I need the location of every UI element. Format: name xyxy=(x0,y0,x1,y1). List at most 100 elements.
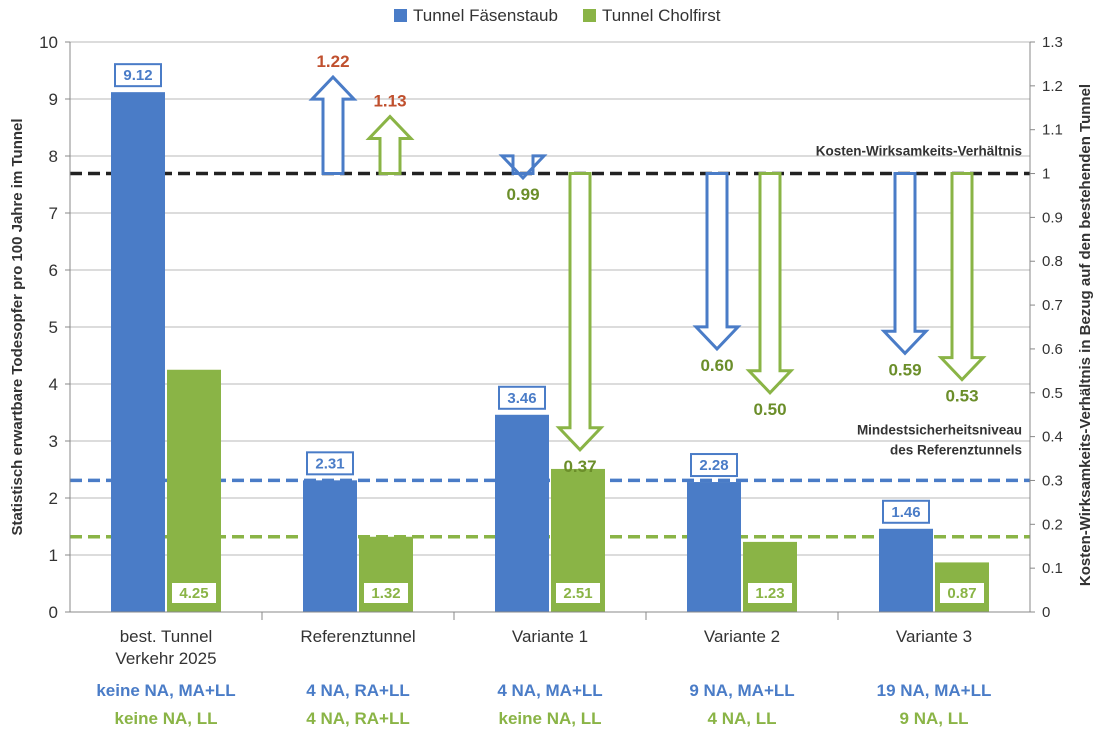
reference-lines xyxy=(70,171,1030,539)
y2-tick-label: 0.8 xyxy=(1042,253,1063,270)
y-tick-label: 2 xyxy=(49,489,58,508)
cost-effectiveness-label: 0.50 xyxy=(753,400,786,419)
data-label-box xyxy=(498,385,546,410)
y-tick-label: 3 xyxy=(49,432,58,451)
cost-effectiveness-arrow xyxy=(937,172,987,382)
cost-effectiveness-label: 1.13 xyxy=(373,92,406,111)
measures-label: 4 NA, RA+LL xyxy=(306,709,409,728)
data-label: 0.87 xyxy=(947,585,976,602)
y2-tick-label: 1 xyxy=(1042,166,1050,183)
cost-effectiveness-label: 1.22 xyxy=(316,52,349,71)
bar-faesenstaub xyxy=(495,414,549,612)
data-label-box xyxy=(114,63,162,88)
measures-label: 9 NA, LL xyxy=(900,709,969,728)
y2-tick-label: 0.1 xyxy=(1042,560,1063,577)
cost-effectiveness-label: 0.59 xyxy=(888,360,921,379)
category-label: best. Tunnel xyxy=(120,627,213,646)
data-label-box xyxy=(690,453,738,478)
y-tick-label: 4 xyxy=(49,375,58,394)
cost-effectiveness-arrows xyxy=(308,74,987,452)
cost-effectiveness-arrow xyxy=(365,114,415,176)
data-label-box xyxy=(938,581,986,605)
category-label: Variante 2 xyxy=(704,627,780,646)
y-tick-label: 7 xyxy=(49,204,58,223)
legend-swatch xyxy=(583,9,596,22)
y2-axis-title: Kosten-Wirksamkeits-Verhältnis in Bezug … xyxy=(1077,84,1094,586)
cost-effectiveness-arrow xyxy=(308,74,358,176)
measures-label: 4 NA, RA+LL xyxy=(306,681,409,700)
data-label: 4.25 xyxy=(179,585,208,602)
cost-effectiveness-label: 0.99 xyxy=(506,185,539,204)
data-label-box xyxy=(746,581,794,605)
y2-tick-label: 0.7 xyxy=(1042,297,1063,314)
data-label: 1.46 xyxy=(891,504,920,521)
gridlines xyxy=(70,41,1030,613)
cost-effectiveness-arrow xyxy=(745,172,795,395)
category-label: Verkehr 2025 xyxy=(115,649,216,668)
reference-line-label: Kosten-Wirksamkeits-Verhältnis xyxy=(816,144,1022,159)
y-tick-label: 5 xyxy=(49,318,58,337)
measures-label: 9 NA, MA+LL xyxy=(689,681,794,700)
data-label: 2.28 xyxy=(699,457,728,474)
data-label-box xyxy=(554,581,602,605)
cost-effectiveness-arrow xyxy=(555,172,605,452)
measures-label: 4 NA, LL xyxy=(708,709,777,728)
y-tick-label: 0 xyxy=(49,603,58,622)
y2-tick-label: 0.5 xyxy=(1042,385,1063,402)
data-label: 3.46 xyxy=(507,390,536,407)
legend: Tunnel Fäsenstaub Tunnel Cholfirst xyxy=(394,6,721,25)
y2-tick-label: 1.1 xyxy=(1042,122,1063,139)
bars xyxy=(111,92,989,612)
y2-tick-label: 0 xyxy=(1042,604,1050,621)
legend-swatch xyxy=(394,9,407,22)
cost-effectiveness-label: 0.60 xyxy=(700,356,733,375)
reference-line-label: des Referenztunnels xyxy=(890,442,1022,457)
y-tick-label: 10 xyxy=(39,33,58,52)
y2-tick-label: 1.2 xyxy=(1042,78,1063,95)
bar-faesenstaub xyxy=(879,528,933,612)
y-tick-label: 1 xyxy=(49,546,58,565)
y2-tick-label: 1.3 xyxy=(1042,34,1063,51)
y2-tick-label: 0.2 xyxy=(1042,516,1063,533)
y2-tick-label: 0.3 xyxy=(1042,472,1063,489)
reference-line-label: Mindestsicherheitsniveau xyxy=(857,422,1022,437)
data-label: 1.32 xyxy=(371,585,400,602)
category-label: Variante 3 xyxy=(896,627,972,646)
data-label: 9.12 xyxy=(123,67,152,84)
y-tick-label: 9 xyxy=(49,90,58,109)
cost-effectiveness-label: 0.53 xyxy=(945,387,978,406)
y2-tick-label: 0.6 xyxy=(1042,341,1063,358)
category-label: Variante 1 xyxy=(512,627,588,646)
y2-tick-label: 0.9 xyxy=(1042,209,1063,226)
measures-label: keine NA, LL xyxy=(499,709,602,728)
measures-label: 19 NA, MA+LL xyxy=(877,681,992,700)
cost-effectiveness-arrow xyxy=(498,154,548,181)
measures-label: keine NA, MA+LL xyxy=(96,681,235,700)
y-axis-title: Statistisch erwartbare Todesopfer pro 10… xyxy=(9,118,26,535)
cost-effectiveness-label: 0.37 xyxy=(563,457,596,476)
data-label-box xyxy=(362,581,410,605)
data-label-box xyxy=(882,499,930,524)
bar-cholfirst xyxy=(167,369,221,612)
y-tick-label: 6 xyxy=(49,261,58,280)
category-label: Referenztunnel xyxy=(300,627,415,646)
y2-tick-label: 0.4 xyxy=(1042,429,1063,446)
labels: Kosten-Wirksamkeits-Verhältnis Mindestsic… xyxy=(96,52,1022,728)
data-label-box xyxy=(306,451,354,476)
y-tick-label: 8 xyxy=(49,147,58,166)
cost-effectiveness-arrow xyxy=(692,172,742,352)
cost-effectiveness-arrow xyxy=(880,172,930,356)
data-label-box xyxy=(170,581,218,605)
bar-faesenstaub xyxy=(687,482,741,612)
data-label: 1.23 xyxy=(755,585,784,602)
legend-label: Tunnel Fäsenstaub xyxy=(413,6,558,25)
bar-faesenstaub xyxy=(111,92,165,612)
axes: 0 1 2 3 4 5 6 7 8 9 10 0 0.1 0.2 0.3 0.4 0.5 0.6 0.7 0.8 0.9… xyxy=(9,33,1094,622)
bar-faesenstaub xyxy=(303,480,357,612)
data-label: 2.31 xyxy=(315,455,344,472)
legend-label: Tunnel Cholfirst xyxy=(602,6,721,25)
data-label: 2.51 xyxy=(563,585,592,602)
measures-label: 4 NA, MA+LL xyxy=(497,681,602,700)
measures-label: keine NA, LL xyxy=(115,709,218,728)
